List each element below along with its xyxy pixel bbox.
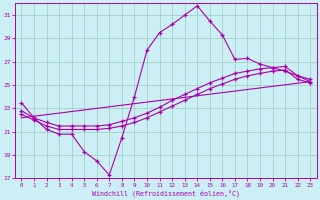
X-axis label: Windchill (Refroidissement éolien,°C): Windchill (Refroidissement éolien,°C) xyxy=(92,189,240,197)
